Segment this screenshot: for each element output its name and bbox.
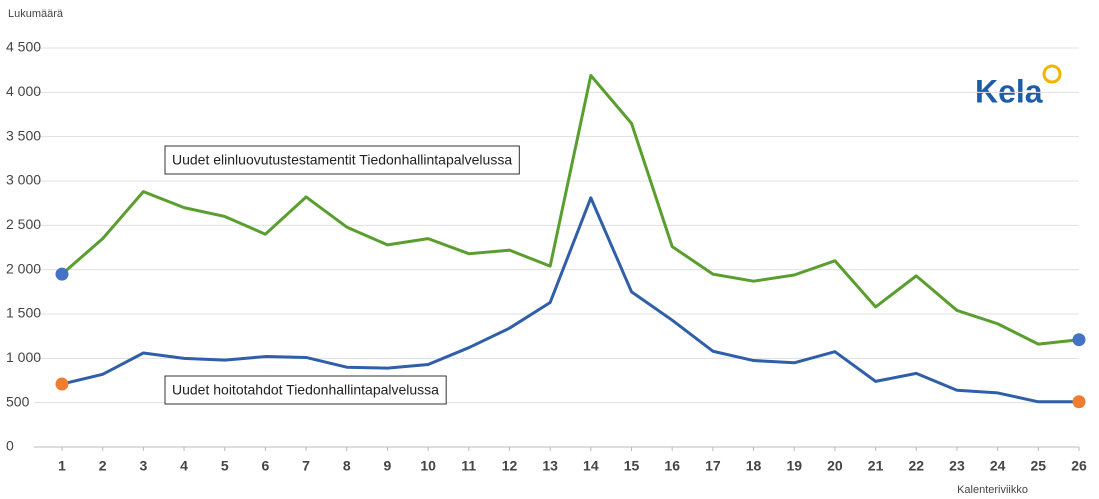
x-tick-label: 8 [343, 458, 351, 474]
series-label-box [164, 145, 520, 175]
x-tick-label: 14 [583, 458, 599, 474]
x-tick-label: 10 [420, 458, 436, 474]
x-tick-label: 17 [705, 458, 721, 474]
x-tick-label: 13 [542, 458, 558, 474]
x-tick-label: 11 [461, 458, 476, 474]
x-tick-label: 23 [949, 458, 965, 474]
y-tick-label: 2 000 [6, 260, 41, 276]
y-tick-label: 2 500 [6, 216, 41, 232]
end-marker [55, 377, 69, 391]
logo: Kela [975, 64, 1062, 109]
end-marker [55, 267, 69, 281]
x-tick-label: 9 [384, 458, 392, 474]
series-label-box [164, 375, 447, 405]
x-tick-label: 26 [1071, 458, 1087, 474]
series-line [61, 73, 1080, 346]
series-label: Uudet elinluovutustestamentit Tiedonhall… [164, 145, 520, 175]
x-tick-label: 3 [139, 458, 147, 474]
series-line [61, 196, 1079, 404]
x-tick-label: 22 [908, 458, 924, 474]
series-label: Uudet hoitotahdot Tiedonhallintapalvelus… [164, 375, 447, 405]
x-tick-label: 12 [502, 458, 518, 474]
x-tick-label: 25 [1031, 458, 1047, 474]
y-tick-label: 500 [6, 393, 30, 409]
x-tick-label: 2 [99, 458, 107, 474]
end-marker [1072, 333, 1086, 347]
x-tick-label: 24 [990, 458, 1006, 474]
x-tick-label: 21 [868, 458, 884, 474]
y-tick-label: 3 500 [6, 127, 41, 143]
y-axis-label: Lukumäärä [8, 8, 64, 20]
y-tick-label: 0 [6, 438, 14, 454]
end-marker [1072, 395, 1086, 409]
x-tick-label: 7 [302, 458, 310, 474]
x-tick-label: 20 [827, 458, 843, 474]
x-tick-label: 16 [664, 458, 680, 474]
x-tick-label: 19 [786, 458, 802, 474]
y-tick-label: 1 000 [6, 349, 41, 365]
legend-label: Uudet hoitotahdot Tiedonhallintapalvelus… [172, 382, 439, 398]
x-tick-label: 5 [221, 458, 229, 474]
x-tick-label: 1 [58, 458, 66, 474]
x-axis-label: Kalenteriviikko [957, 484, 1028, 496]
legend-label: Uudet elinluovutustestamentit Tiedonhall… [172, 152, 512, 168]
logo-icon [1042, 64, 1062, 84]
x-tick-label: 6 [262, 458, 270, 474]
y-tick-label: 4 500 [6, 39, 41, 55]
x-tick-label: 18 [746, 458, 762, 474]
y-tick-label: 4 000 [6, 83, 41, 99]
x-tick-label: 15 [624, 458, 640, 474]
logo-text: Kela [975, 73, 1043, 109]
x-tick-label: 4 [180, 458, 188, 474]
y-tick-label: 3 000 [6, 172, 41, 188]
y-tick-label: 1 500 [6, 305, 41, 321]
